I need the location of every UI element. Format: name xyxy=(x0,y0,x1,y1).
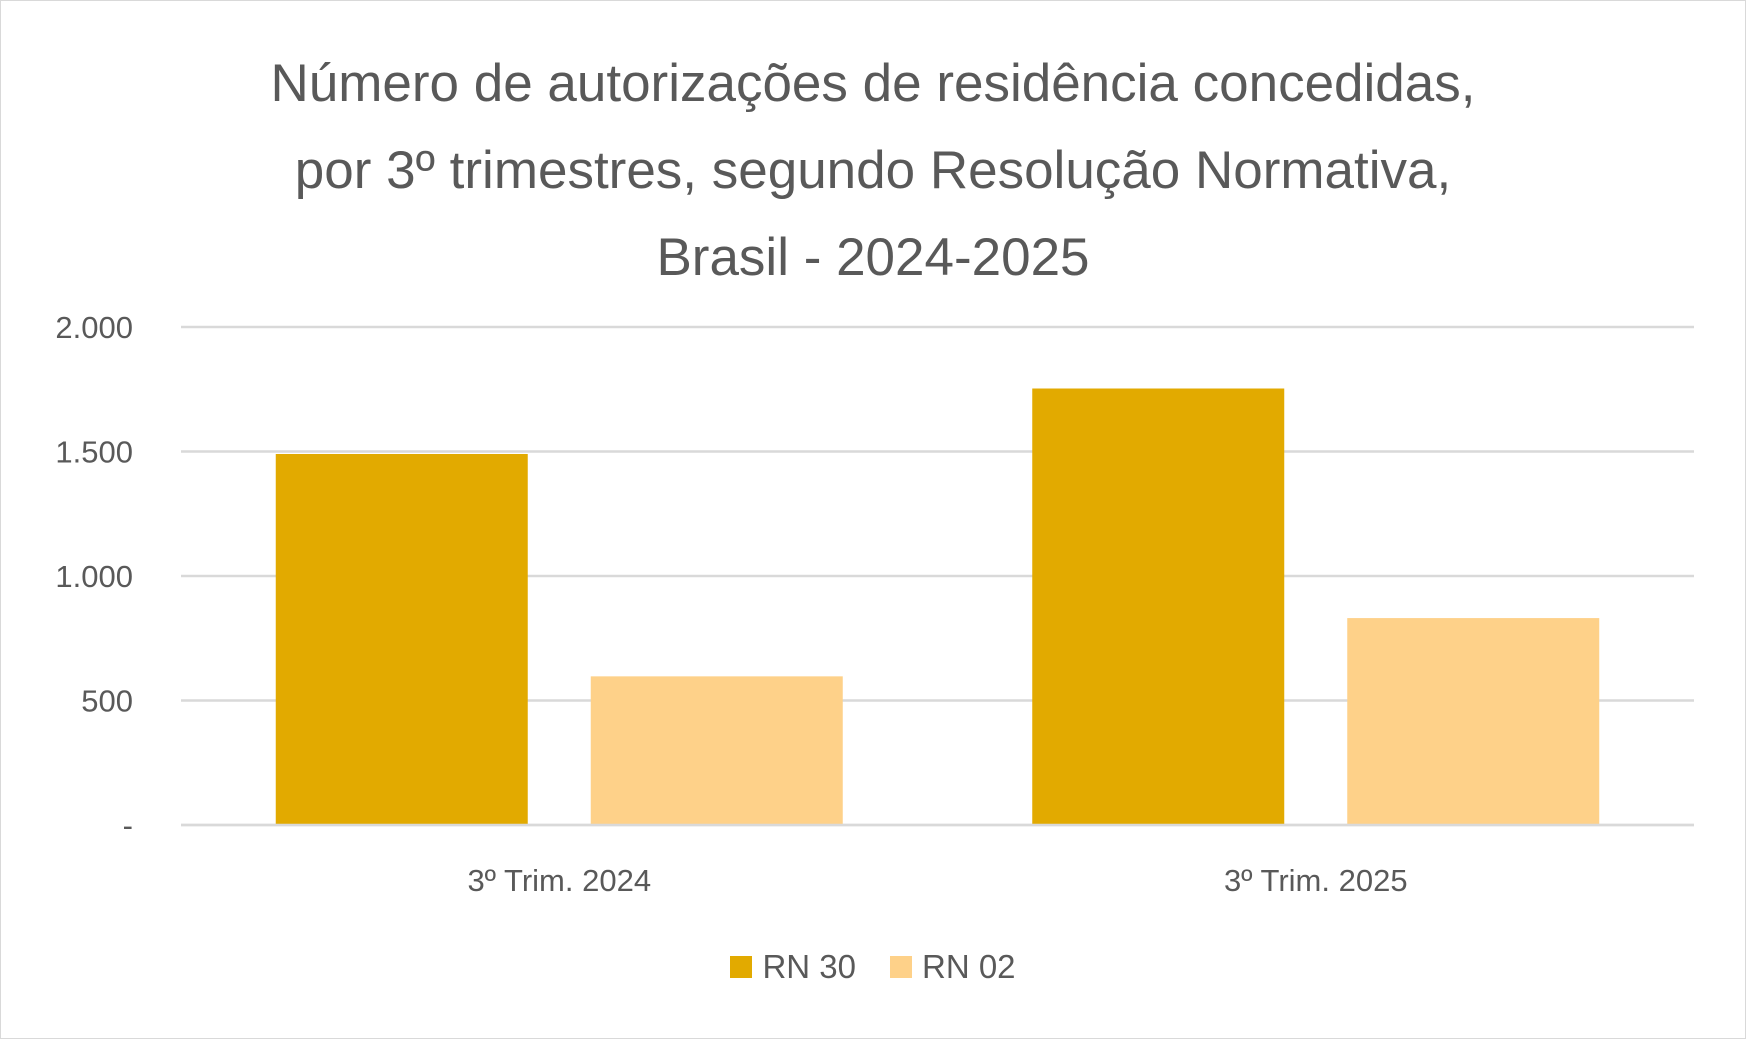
legend-item-rn30: RN 30 xyxy=(730,948,856,986)
legend-swatch-rn02 xyxy=(890,956,912,978)
bar-rn30-0 xyxy=(275,453,528,824)
title-line-2: por 3º trimestres, segundo Resolução Nor… xyxy=(294,141,1452,200)
legend: RN 30 RN 02 xyxy=(0,948,1746,986)
title-line-1: Número de autorizações de residência con… xyxy=(270,54,1476,113)
legend-label-rn02: RN 02 xyxy=(922,948,1016,985)
legend-item-rn02: RN 02 xyxy=(890,948,1016,986)
y-tick-label: - xyxy=(123,808,133,843)
bar-rn02-0 xyxy=(590,676,843,824)
legend-swatch-rn30 xyxy=(730,956,753,978)
chart-title: Número de autorizações de residência con… xyxy=(0,40,1746,301)
x-tick-label: 3º Trim. 2024 xyxy=(467,863,651,898)
title-line-3: Brasil - 2024-2025 xyxy=(656,228,1090,287)
bar-rn02-1 xyxy=(1347,618,1600,824)
bar-rn30-1 xyxy=(1032,388,1285,824)
x-tick-label: 3º Trim. 2025 xyxy=(1224,863,1408,898)
legend-label-rn30: RN 30 xyxy=(762,948,856,985)
y-tick-label: 500 xyxy=(81,684,133,719)
y-tick-label: 1.000 xyxy=(55,559,133,594)
y-tick-label: 1.500 xyxy=(55,435,133,470)
y-tick-label: 2.000 xyxy=(55,310,133,345)
